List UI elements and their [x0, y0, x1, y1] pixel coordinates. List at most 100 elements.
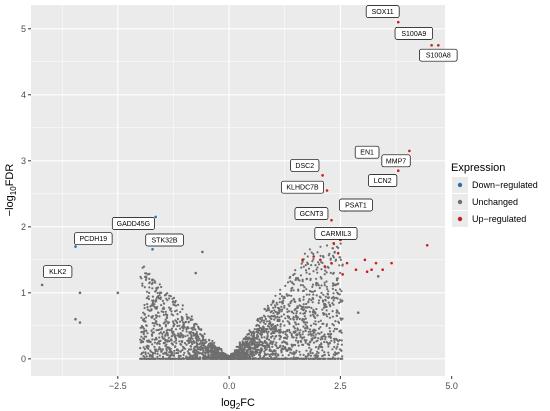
unchanged-point [151, 287, 154, 290]
unchanged-point [175, 342, 178, 345]
unchanged-point [207, 344, 210, 347]
unchanged-point [141, 282, 144, 285]
unchanged-point [196, 347, 199, 350]
unchanged-point [154, 350, 157, 353]
unchanged-point [296, 315, 299, 318]
unchanged-point [163, 342, 166, 345]
unchanged-point [314, 323, 317, 326]
up-regulated-point [330, 261, 333, 265]
unchanged-point [174, 334, 177, 337]
unchanged-point [153, 341, 157, 344]
unchanged-point [199, 339, 202, 342]
svg-text:DSC2: DSC2 [295, 163, 314, 170]
unchanged-point [151, 343, 154, 346]
unchanged-point [312, 334, 315, 337]
unchanged-point [276, 324, 279, 327]
unchanged-point [140, 277, 143, 280]
unchanged-point [307, 354, 310, 357]
unchanged-point [156, 305, 159, 309]
unchanged-point [197, 339, 200, 342]
unchanged-point [184, 320, 188, 323]
unchanged-point [281, 308, 284, 311]
unchanged-point [273, 315, 276, 318]
unchanged-point [309, 354, 313, 357]
unchanged-point [269, 340, 273, 344]
unchanged-point [174, 328, 178, 331]
unchanged-point [158, 294, 161, 297]
unchanged-point [191, 318, 194, 321]
unchanged-point [267, 344, 271, 347]
y-tick-label: 1 [21, 288, 26, 298]
unchanged-point [156, 341, 159, 344]
unchanged-point [311, 285, 314, 288]
unchanged-point [241, 346, 244, 350]
unchanged-point [263, 350, 266, 353]
unchanged-point [185, 343, 188, 346]
unchanged-point [192, 339, 195, 343]
unchanged-point [172, 357, 175, 360]
svg-text:EN1: EN1 [360, 150, 374, 157]
unchanged-point [315, 353, 318, 356]
unchanged-point [218, 354, 221, 357]
unchanged-point [300, 262, 303, 265]
unchanged-point [151, 355, 154, 358]
unchanged-point [168, 351, 171, 354]
unchanged-point [74, 317, 77, 321]
unchanged-point [144, 316, 148, 319]
unchanged-point [183, 325, 186, 328]
unchanged-point [249, 350, 252, 353]
unchanged-point [148, 277, 151, 280]
unchanged-point [326, 288, 329, 291]
unchanged-point [339, 357, 342, 360]
unchanged-point [333, 345, 336, 349]
unchanged-point [299, 353, 302, 356]
unchanged-point [207, 351, 210, 354]
unchanged-point [192, 349, 195, 352]
unchanged-point [151, 331, 154, 334]
unchanged-point [322, 302, 326, 306]
unchanged-point [230, 357, 233, 360]
unchanged-point [164, 323, 167, 326]
unchanged-point [276, 313, 279, 316]
unchanged-point [151, 338, 154, 341]
unchanged-point [312, 270, 315, 273]
unchanged-point [271, 323, 275, 326]
unchanged-point [159, 331, 162, 334]
unchanged-point [188, 331, 191, 334]
unchanged-point [171, 343, 174, 346]
unchanged-point [220, 353, 223, 356]
unchanged-point [292, 312, 295, 315]
unchanged-point [160, 349, 163, 352]
unchanged-point [317, 345, 320, 349]
unchanged-point [307, 330, 310, 333]
unchanged-point [328, 341, 331, 344]
unchanged-point [253, 345, 256, 349]
unchanged-point [185, 355, 188, 358]
up-regulated-point [437, 43, 440, 47]
up-regulated-point [336, 251, 340, 255]
unchanged-point [304, 310, 307, 313]
unchanged-point [189, 345, 192, 348]
unchanged-point [143, 312, 146, 316]
gene-label: S100A9 [394, 27, 433, 40]
unchanged-point [286, 308, 289, 311]
unchanged-point [158, 315, 161, 318]
unchanged-point [255, 341, 258, 344]
unchanged-point [272, 299, 275, 302]
unchanged-point [144, 351, 147, 354]
unchanged-point [305, 271, 308, 274]
unchanged-point [328, 316, 331, 319]
unchanged-point [311, 260, 314, 263]
unchanged-point [148, 355, 151, 358]
unchanged-point [151, 322, 154, 325]
unchanged-point [304, 317, 307, 320]
unchanged-point [191, 343, 194, 346]
unchanged-point [146, 306, 149, 309]
unchanged-point [170, 352, 173, 355]
unchanged-point [143, 275, 147, 279]
gene-label: S100A8 [419, 48, 458, 62]
unchanged-point [274, 352, 277, 355]
unchanged-point [316, 282, 319, 285]
unchanged-point [325, 285, 328, 288]
unchanged-point [299, 304, 302, 307]
